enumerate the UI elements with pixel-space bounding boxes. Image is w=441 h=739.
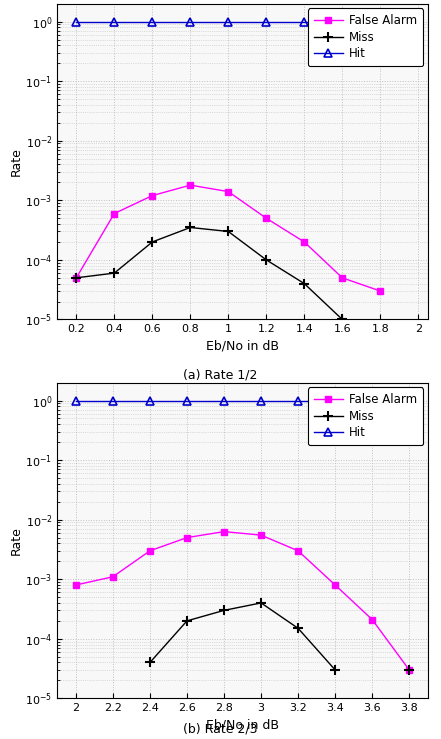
Line: Miss: Miss (145, 598, 340, 675)
False Alarm (340, 273, 345, 282)
Miss (340, 315, 345, 324)
Hit (340, 17, 345, 26)
Miss (184, 616, 190, 625)
Text: (a) Rate 1/2: (a) Rate 1/2 (183, 368, 258, 381)
Hit (258, 396, 264, 405)
Y-axis label: Rate: Rate (9, 526, 22, 555)
Miss (188, 223, 193, 232)
Miss (74, 273, 79, 282)
Miss (226, 227, 231, 236)
False Alarm (264, 214, 269, 222)
Miss (302, 279, 307, 288)
False Alarm (147, 546, 153, 555)
Hit (147, 396, 153, 405)
False Alarm (407, 666, 412, 675)
Text: (b) Rate 2/3: (b) Rate 2/3 (183, 722, 258, 735)
Line: Hit: Hit (72, 397, 413, 404)
False Alarm (333, 581, 338, 590)
False Alarm (377, 287, 383, 296)
Hit (226, 17, 231, 26)
False Alarm (226, 187, 231, 196)
Miss (258, 599, 264, 607)
False Alarm (221, 527, 227, 536)
Hit (377, 17, 383, 26)
Hit (370, 396, 375, 405)
False Alarm (74, 273, 79, 282)
Line: Hit: Hit (72, 18, 422, 25)
Line: Miss: Miss (71, 222, 347, 324)
Miss (295, 624, 301, 633)
Hit (74, 17, 79, 26)
Miss (147, 658, 153, 667)
Miss (221, 606, 227, 615)
False Alarm (188, 180, 193, 189)
False Alarm (110, 572, 116, 581)
False Alarm (295, 546, 301, 555)
False Alarm (73, 581, 78, 590)
Legend: False Alarm, Miss, Hit: False Alarm, Miss, Hit (308, 387, 423, 445)
False Alarm (258, 531, 264, 539)
Hit (333, 396, 338, 405)
Miss (112, 269, 117, 278)
Hit (221, 396, 227, 405)
False Alarm (184, 533, 190, 542)
Hit (295, 396, 301, 405)
Hit (415, 17, 421, 26)
Hit (184, 396, 190, 405)
Legend: False Alarm, Miss, Hit: False Alarm, Miss, Hit (308, 8, 423, 67)
Hit (407, 396, 412, 405)
Line: False Alarm: False Alarm (73, 528, 412, 673)
Miss (333, 666, 338, 675)
Miss (149, 237, 155, 246)
Hit (73, 396, 78, 405)
False Alarm (302, 237, 307, 246)
False Alarm (370, 615, 375, 624)
Hit (112, 17, 117, 26)
Line: False Alarm: False Alarm (73, 182, 383, 294)
Hit (188, 17, 193, 26)
Miss (264, 256, 269, 265)
X-axis label: Eb/No in dB: Eb/No in dB (206, 340, 279, 353)
False Alarm (149, 191, 155, 200)
Hit (149, 17, 155, 26)
Hit (110, 396, 116, 405)
Y-axis label: Rate: Rate (9, 147, 22, 176)
False Alarm (112, 209, 117, 218)
X-axis label: Eb/No in dB: Eb/No in dB (206, 719, 279, 732)
Hit (264, 17, 269, 26)
Hit (302, 17, 307, 26)
